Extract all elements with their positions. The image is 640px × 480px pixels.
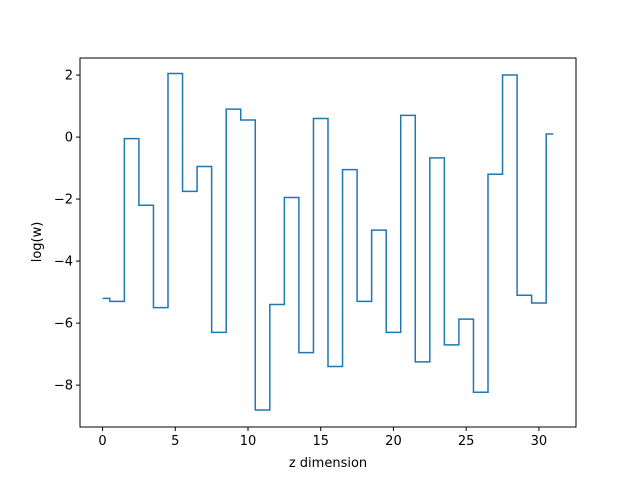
y-axis-label: log(w) [30, 222, 45, 263]
y-tick-label: −4 [54, 255, 73, 270]
y-ticks: −8 −6 −4 −2 0 2 [54, 69, 80, 394]
x-axis-label: z dimension [289, 456, 367, 471]
y-tick-label: −6 [54, 317, 73, 332]
series-line [102, 72, 554, 411]
x-tick-label: 30 [531, 434, 548, 449]
x-tick-label: 15 [312, 434, 329, 449]
x-ticks: 0 5 10 15 20 25 30 [98, 427, 547, 449]
y-tick-label: 2 [65, 69, 73, 84]
y-tick-label: −8 [54, 379, 73, 394]
x-tick-label: 20 [385, 434, 402, 449]
x-tick-label: 25 [458, 434, 475, 449]
x-tick-label: 5 [171, 434, 179, 449]
x-tick-label: 10 [240, 434, 257, 449]
plot-layer [102, 72, 554, 411]
x-tick-label: 0 [98, 434, 106, 449]
axes-frame [79, 57, 577, 428]
y-tick-label: −2 [54, 193, 73, 208]
y-tick-label: 0 [65, 131, 73, 146]
